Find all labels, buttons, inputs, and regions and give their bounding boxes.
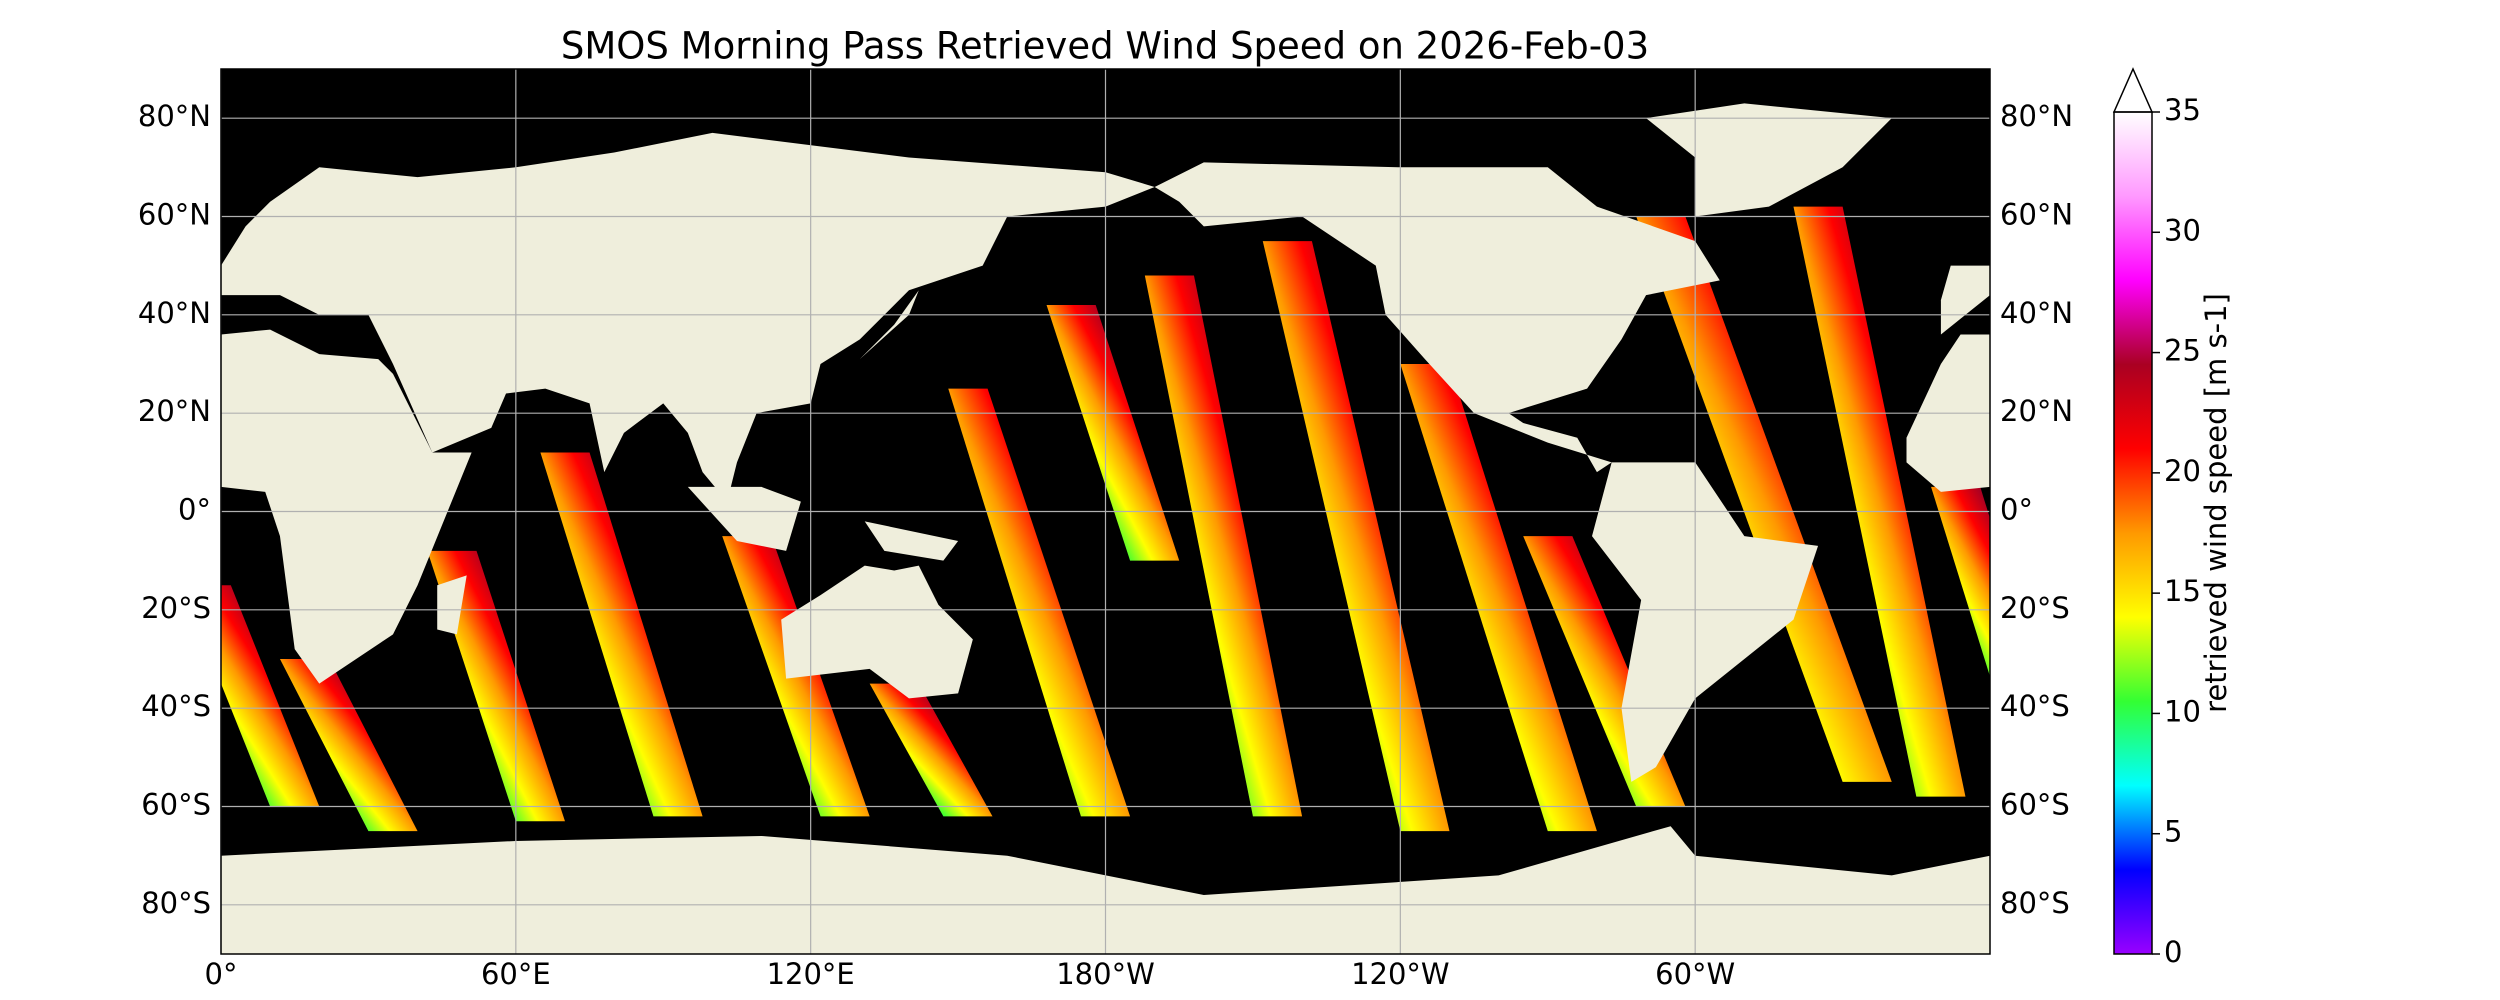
swath — [221, 585, 320, 807]
axes: 0° 60°E 120°E 180°W 120°W 60°W 80°N 80°N 60°N 60°… — [138, 69, 2073, 991]
colorbar-tick-label: 20 — [2164, 454, 2201, 488]
x-tick-label: 120°E — [767, 957, 855, 991]
australia — [781, 565, 973, 699]
y-tick-label-right: 20°N — [2000, 394, 2073, 428]
map-title: SMOS Morning Pass Retrieved Wind Speed o… — [561, 25, 1649, 68]
colorbar-extend — [2112, 67, 2154, 113]
greenland — [1646, 103, 1892, 217]
y-tick-label: 60°S — [141, 788, 211, 822]
y-tick-label-right: 20°S — [2000, 591, 2070, 625]
y-tick-label-right: 0° — [2000, 493, 2033, 527]
swath — [1144, 275, 1303, 817]
swath — [279, 659, 418, 832]
y-tick-label-right: 60°N — [2000, 198, 2073, 232]
eurasia — [221, 132, 1155, 502]
colorbar-frame — [2113, 111, 2153, 955]
y-tick-label-right: 80°N — [2000, 99, 2073, 133]
swaths — [221, 206, 1990, 832]
colorbar-tick-label: 30 — [2164, 213, 2201, 247]
colorbar-tick-label: 5 — [2164, 815, 2182, 849]
swath — [1793, 206, 1966, 797]
swath — [540, 452, 703, 817]
x-tick-label: 0° — [205, 957, 238, 991]
map-frame — [220, 68, 1991, 955]
x-tick-label: 60°W — [1655, 957, 1735, 991]
y-tick-label-right: 80°S — [2000, 886, 2070, 920]
colorbar-gradient — [2114, 112, 2152, 954]
y-tick-label: 20°N — [138, 394, 211, 428]
swath — [869, 683, 993, 817]
y-tick-label: 20°S — [141, 591, 211, 625]
y-tick-label: 40°S — [141, 689, 211, 723]
swath — [1262, 241, 1450, 832]
map-layers — [221, 103, 1990, 954]
north-america — [1154, 162, 1720, 473]
africa — [221, 329, 472, 684]
swath — [427, 550, 565, 822]
y-tick-label: 40°N — [138, 296, 211, 330]
y-tick-label-right: 60°S — [2000, 788, 2070, 822]
colorbar-label: retrieved wind speed [m s-1] — [2199, 293, 2233, 713]
new-guinea — [864, 521, 959, 561]
y-tick-label: 80°S — [141, 886, 211, 920]
colorbar-tick-label: 15 — [2164, 574, 2201, 608]
colorbar: 0 5 10 15 20 25 30 35 retrieved wind speed [m s-… — [2112, 67, 2233, 969]
swath — [1636, 216, 1892, 782]
x-tick-label: 180°W — [1056, 957, 1155, 991]
y-tick-label-right: 40°N — [2000, 296, 2073, 330]
colorbar-tick-label: 35 — [2164, 93, 2201, 127]
y-tick-label: 0° — [178, 493, 211, 527]
y-tick-label-right: 40°S — [2000, 689, 2070, 723]
y-tick-label: 60°N — [138, 198, 211, 232]
colorbar-tick-label: 10 — [2164, 694, 2201, 728]
indonesia — [687, 486, 801, 551]
x-tick-label: 120°W — [1351, 957, 1450, 991]
swath — [1400, 363, 1597, 832]
south-america — [1592, 462, 1819, 782]
iberia — [1940, 265, 1990, 335]
y-tick-label: 80°N — [138, 99, 211, 133]
swath — [948, 388, 1131, 817]
colorbar-tick-label: 0 — [2164, 935, 2182, 969]
swath — [1046, 304, 1180, 561]
colorbar-tick-label: 25 — [2164, 334, 2201, 368]
x-tick-label: 60°E — [481, 957, 551, 991]
